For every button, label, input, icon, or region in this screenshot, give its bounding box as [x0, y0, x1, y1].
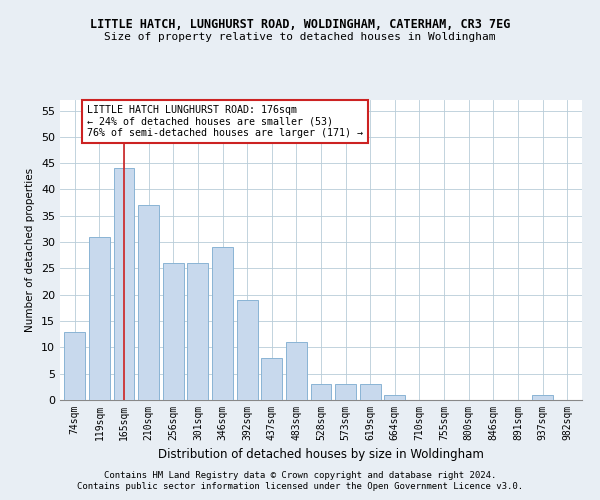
- Bar: [286, 342, 307, 400]
- Bar: [385, 394, 406, 400]
- Text: LITTLE HATCH, LUNGHURST ROAD, WOLDINGHAM, CATERHAM, CR3 7EG: LITTLE HATCH, LUNGHURST ROAD, WOLDINGHAM…: [90, 18, 510, 30]
- Bar: [311, 384, 331, 400]
- Text: LITTLE HATCH LUNGHURST ROAD: 176sqm
← 24% of detached houses are smaller (53)
76: LITTLE HATCH LUNGHURST ROAD: 176sqm ← 24…: [87, 106, 363, 138]
- Bar: [212, 248, 233, 400]
- Bar: [163, 263, 184, 400]
- Text: Size of property relative to detached houses in Woldingham: Size of property relative to detached ho…: [104, 32, 496, 42]
- Y-axis label: Number of detached properties: Number of detached properties: [25, 168, 35, 332]
- Bar: [113, 168, 134, 400]
- Bar: [64, 332, 85, 400]
- Bar: [261, 358, 282, 400]
- X-axis label: Distribution of detached houses by size in Woldingham: Distribution of detached houses by size …: [158, 448, 484, 462]
- Text: Contains public sector information licensed under the Open Government Licence v3: Contains public sector information licen…: [77, 482, 523, 491]
- Bar: [335, 384, 356, 400]
- Bar: [532, 394, 553, 400]
- Bar: [89, 237, 110, 400]
- Bar: [236, 300, 257, 400]
- Text: Contains HM Land Registry data © Crown copyright and database right 2024.: Contains HM Land Registry data © Crown c…: [104, 471, 496, 480]
- Bar: [360, 384, 381, 400]
- Bar: [187, 263, 208, 400]
- Bar: [138, 206, 159, 400]
